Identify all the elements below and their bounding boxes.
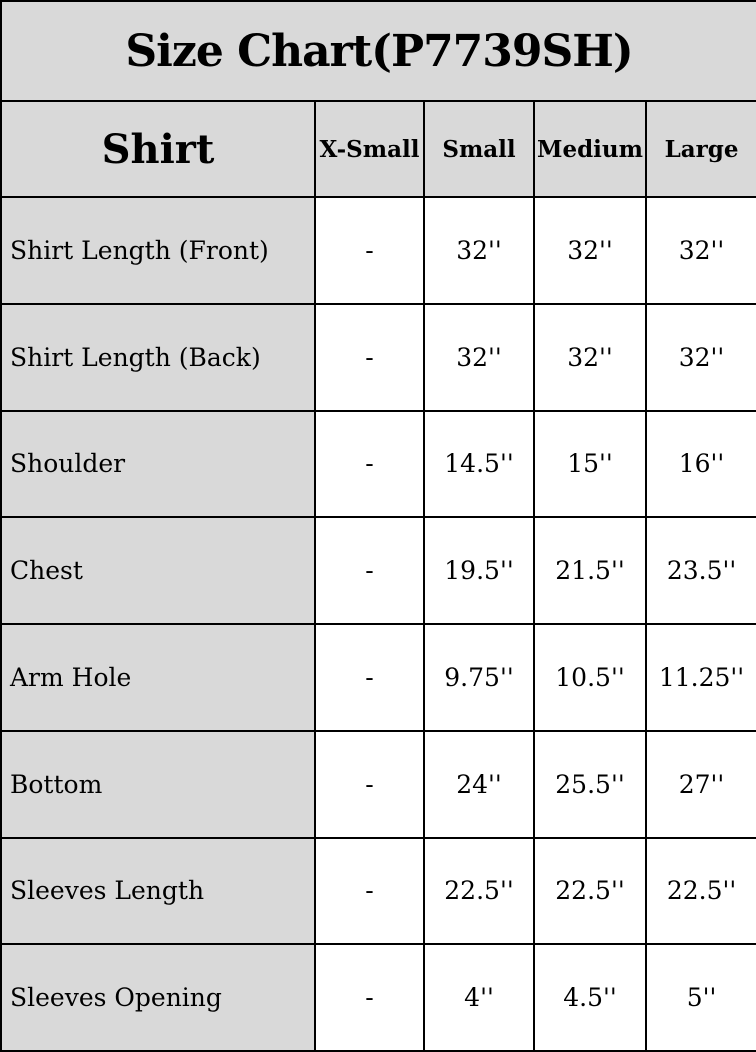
size-header-medium: Medium xyxy=(533,100,647,198)
product-header-cell: Shirt xyxy=(0,100,316,198)
value-large: 11.25'' xyxy=(644,623,756,732)
measurement-label: Sleeves Opening xyxy=(0,943,316,1052)
table-row-sleeves-opening: Sleeves Opening - 4'' 4.5'' 5'' xyxy=(0,943,756,1052)
value-small: 32'' xyxy=(423,196,535,305)
value-medium: 32'' xyxy=(533,196,647,305)
size-header-large: Large xyxy=(644,100,756,198)
value-xsmall: - xyxy=(314,729,425,839)
measurement-label: Arm Hole xyxy=(0,623,316,732)
value-medium: 32'' xyxy=(533,302,647,412)
value-medium: 22.5'' xyxy=(533,836,647,946)
table-row-chest: Chest - 19.5'' 21.5'' 23.5'' xyxy=(0,516,756,625)
value-small: 19.5'' xyxy=(423,516,535,625)
value-large: 27'' xyxy=(644,729,756,839)
table-row-arm-hole: Arm Hole - 9.75'' 10.5'' 11.25'' xyxy=(0,623,756,732)
value-medium: 10.5'' xyxy=(533,623,647,732)
value-large: 5'' xyxy=(644,943,756,1052)
value-xsmall: - xyxy=(314,623,425,732)
value-xsmall: - xyxy=(314,302,425,412)
value-small: 24'' xyxy=(423,729,535,839)
size-header-xsmall: X-Small xyxy=(314,100,425,198)
value-large: 32'' xyxy=(644,196,756,305)
value-large: 32'' xyxy=(644,302,756,412)
value-xsmall: - xyxy=(314,943,425,1052)
header-row: Shirt X-Small Small Medium Large xyxy=(0,100,756,198)
value-medium: 15'' xyxy=(533,409,647,519)
value-xsmall: - xyxy=(314,409,425,519)
table-row-sleeves-length: Sleeves Length - 22.5'' 22.5'' 22.5'' xyxy=(0,836,756,946)
value-small: 32'' xyxy=(423,302,535,412)
value-medium: 25.5'' xyxy=(533,729,647,839)
table-row-bottom: Bottom - 24'' 25.5'' 27'' xyxy=(0,729,756,839)
value-large: 16'' xyxy=(644,409,756,519)
measurement-label: Shirt Length (Back) xyxy=(0,302,316,412)
measurement-label: Sleeves Length xyxy=(0,836,316,946)
measurement-label: Shirt Length (Front) xyxy=(0,196,316,305)
value-small: 9.75'' xyxy=(423,623,535,732)
chart-title: Size Chart(P7739SH) xyxy=(0,0,756,102)
value-medium: 21.5'' xyxy=(533,516,647,625)
value-xsmall: - xyxy=(314,196,425,305)
table-row-shoulder: Shoulder - 14.5'' 15'' 16'' xyxy=(0,409,756,519)
value-small: 22.5'' xyxy=(423,836,535,946)
size-header-small: Small xyxy=(423,100,535,198)
measurement-label: Shoulder xyxy=(0,409,316,519)
table-row-shirt-length-front: Shirt Length (Front) - 32'' 32'' 32'' xyxy=(0,196,756,305)
table-row-shirt-length-back: Shirt Length (Back) - 32'' 32'' 32'' xyxy=(0,302,756,412)
value-xsmall: - xyxy=(314,516,425,625)
value-medium: 4.5'' xyxy=(533,943,647,1052)
title-row: Size Chart(P7739SH) xyxy=(0,0,756,102)
measurement-label: Bottom xyxy=(0,729,316,839)
value-large: 23.5'' xyxy=(644,516,756,625)
value-large: 22.5'' xyxy=(644,836,756,946)
value-small: 14.5'' xyxy=(423,409,535,519)
value-small: 4'' xyxy=(423,943,535,1052)
value-xsmall: - xyxy=(314,836,425,946)
measurement-label: Chest xyxy=(0,516,316,625)
